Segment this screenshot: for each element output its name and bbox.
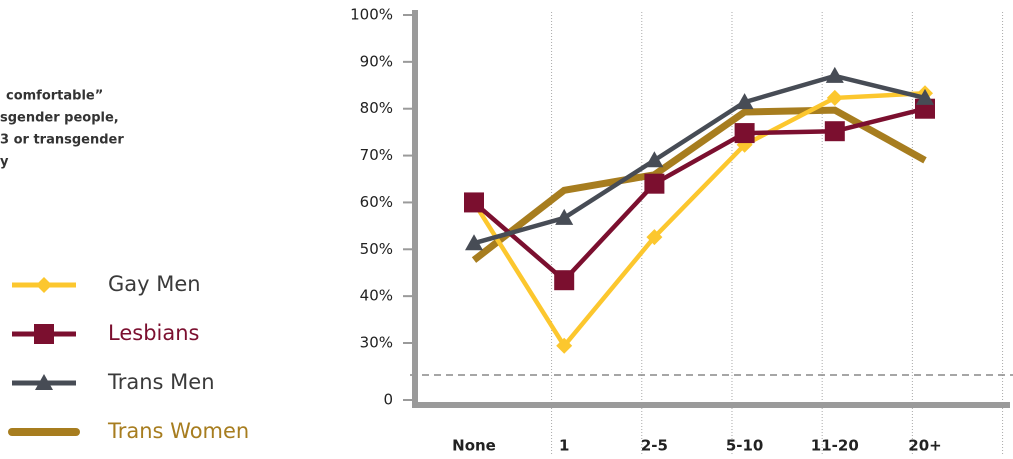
marker xyxy=(465,234,483,251)
y-tick-label: 90% xyxy=(360,52,393,70)
y-tick-label: 60% xyxy=(360,193,393,211)
note: comfortable” sgender people, 3 or transg… xyxy=(0,89,124,170)
marker xyxy=(556,337,573,354)
y-tick-label: 50% xyxy=(360,240,393,258)
y-tick-label: 0 xyxy=(383,391,393,409)
x-tick-label: 2-5 xyxy=(641,437,668,455)
marker xyxy=(554,270,575,291)
y-tick-label: 30% xyxy=(360,334,393,352)
legend-marker xyxy=(35,374,53,390)
y-tick-label: 70% xyxy=(360,146,393,164)
legend-label: Trans Women xyxy=(107,419,249,443)
marker xyxy=(644,173,665,194)
marker xyxy=(734,123,755,144)
legend-label: Trans Men xyxy=(107,370,215,394)
marker xyxy=(824,121,845,142)
series xyxy=(464,98,935,291)
x-tick-label: 20+ xyxy=(908,437,941,455)
legend-label: Lesbians xyxy=(108,321,199,345)
legend-label: Gay Men xyxy=(108,272,201,296)
note-line: y xyxy=(0,155,9,170)
series xyxy=(465,66,934,251)
marker xyxy=(826,89,843,106)
y-tick-label: 80% xyxy=(360,99,393,117)
legend-marker xyxy=(36,277,52,293)
category-dividers xyxy=(551,12,1004,455)
marker xyxy=(646,229,663,246)
y-tick-label: 100% xyxy=(350,6,393,24)
marker xyxy=(464,192,484,213)
note-line: 3 or transgender xyxy=(0,133,124,148)
marker xyxy=(825,66,844,83)
marker xyxy=(555,208,574,225)
x-tick-label: 11-20 xyxy=(811,437,859,455)
x-tick-label: None xyxy=(452,437,496,455)
y-tick-label: 40% xyxy=(360,287,393,305)
x-tick-label: 1 xyxy=(559,437,569,455)
note-line: sgender people, xyxy=(0,111,119,126)
marker xyxy=(916,88,934,105)
marker xyxy=(735,93,754,110)
note-line: comfortable” xyxy=(6,89,103,104)
series xyxy=(471,106,927,263)
legend-marker xyxy=(34,324,54,344)
marker xyxy=(645,151,664,168)
series-line xyxy=(471,106,927,263)
series-line xyxy=(473,73,926,246)
x-tick-label: 5-10 xyxy=(726,437,764,455)
series-line xyxy=(472,106,926,284)
series-line xyxy=(472,91,926,350)
